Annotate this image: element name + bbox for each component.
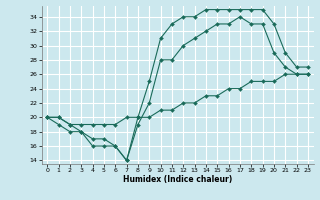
X-axis label: Humidex (Indice chaleur): Humidex (Indice chaleur) [123,175,232,184]
